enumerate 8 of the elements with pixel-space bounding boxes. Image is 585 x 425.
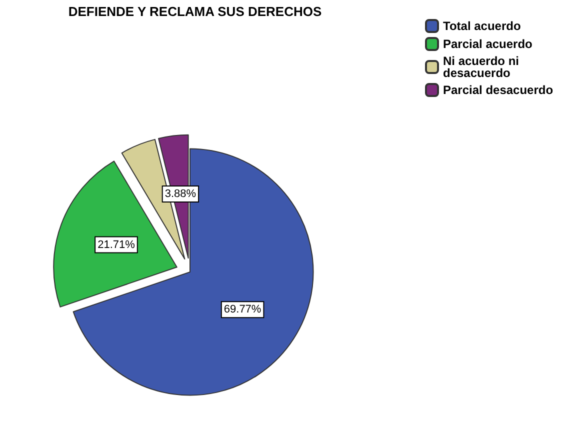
data-label: 69.77% xyxy=(224,304,262,316)
legend-label: Parcial desacuerdo xyxy=(443,83,554,97)
legend-label: Total acuerdo xyxy=(443,19,521,33)
legend-label: Parcial acuerdo xyxy=(443,37,532,51)
data-label: 21.71% xyxy=(98,238,136,251)
chart-title: DEFIENDE Y RECLAMA SUS DERECHOS xyxy=(68,4,322,19)
legend-label: Ni acuerdo ni desacuerdo xyxy=(443,54,522,80)
data-label: 3.88% xyxy=(164,188,196,200)
